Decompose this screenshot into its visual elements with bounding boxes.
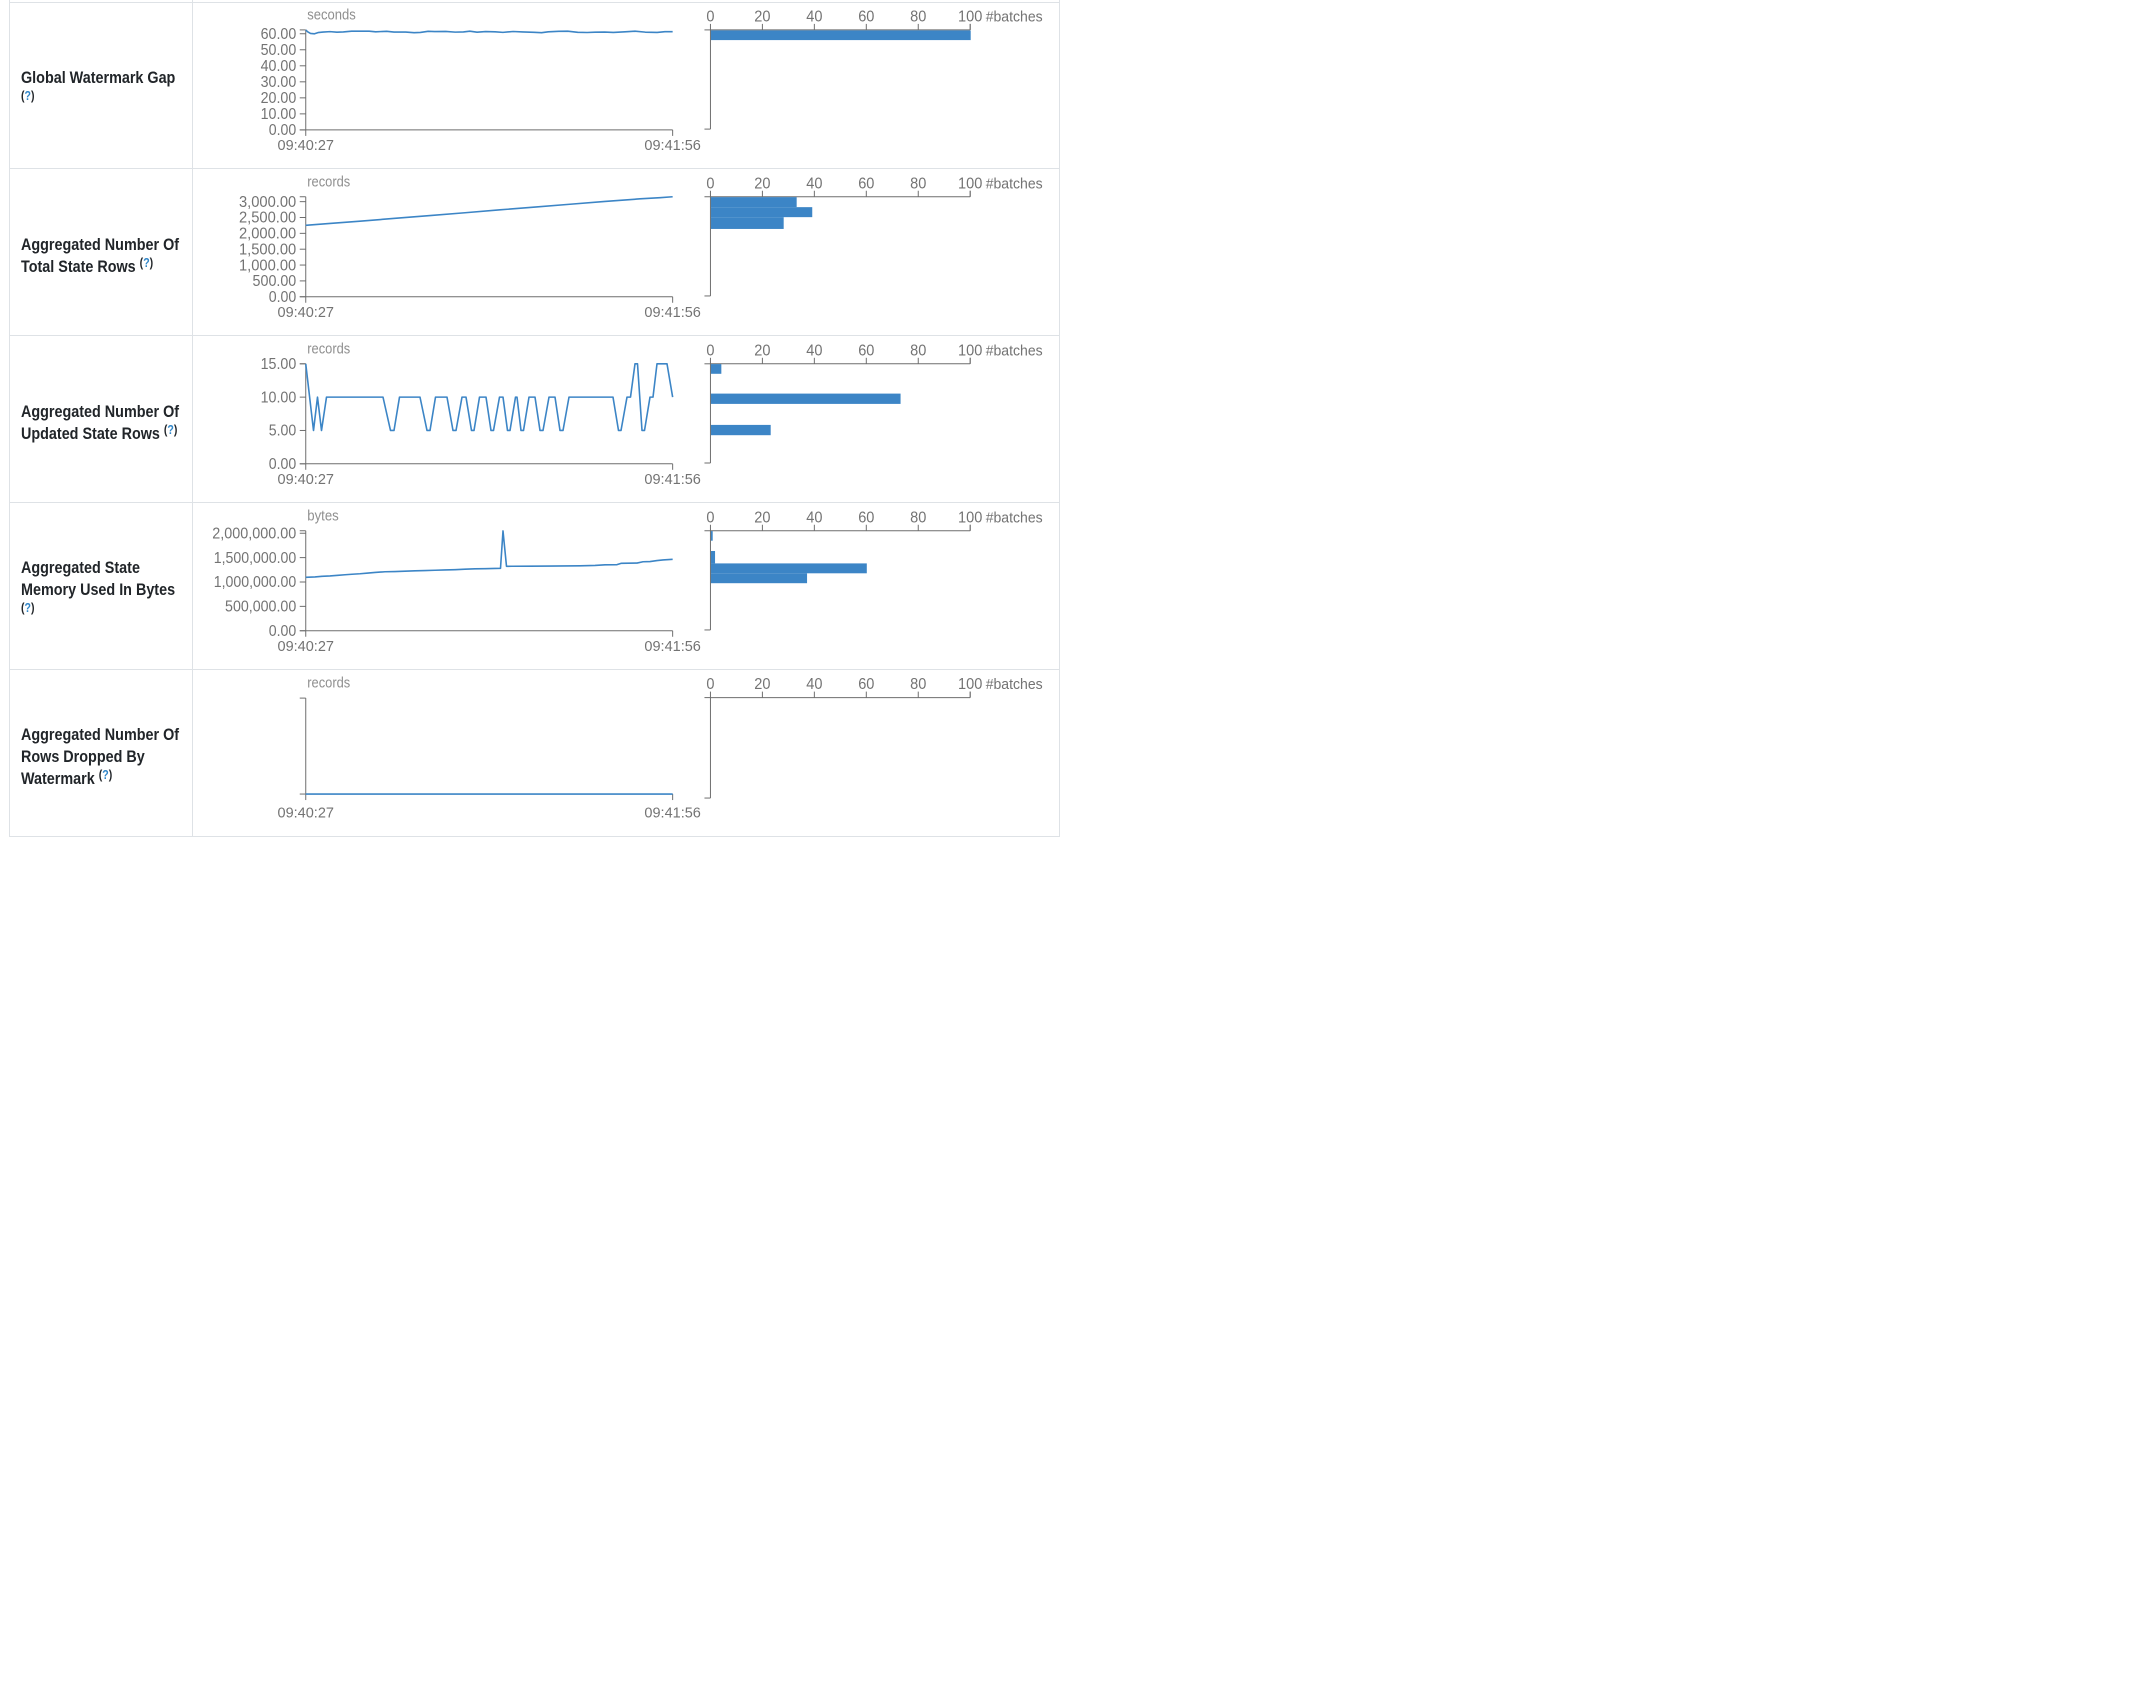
svg-text:#batches: #batches [986,342,1043,359]
svg-text:0.00: 0.00 [269,623,297,640]
svg-text:20: 20 [754,676,770,693]
svg-text:#batches: #batches [986,9,1043,26]
svg-text:0: 0 [706,342,714,359]
svg-text:09:41:56: 09:41:56 [644,472,700,488]
svg-text:40: 40 [806,342,822,359]
svg-text:100: 100 [958,342,982,359]
svg-text:40: 40 [806,676,822,693]
svg-text:3,000.00: 3,000.00 [239,194,296,211]
svg-text:500,000.00: 500,000.00 [225,599,296,616]
svg-text:bytes: bytes [307,508,339,525]
svg-text:0.00: 0.00 [269,289,297,306]
svg-text:1,500.00: 1,500.00 [239,241,296,258]
svg-text:0.00: 0.00 [269,122,297,139]
svg-text:40: 40 [806,9,822,26]
svg-text:20: 20 [754,9,770,26]
svg-text:09:40:27: 09:40:27 [278,138,334,154]
svg-text:15.00: 15.00 [261,356,297,373]
svg-text:100: 100 [958,509,982,526]
svg-text:5.00: 5.00 [269,423,297,440]
svg-text:80: 80 [910,9,926,26]
svg-text:records: records [307,174,350,191]
svg-text:80: 80 [910,342,926,359]
svg-text:60.00: 60.00 [261,26,297,43]
svg-text:10.00: 10.00 [261,389,297,406]
svg-text:100: 100 [958,9,982,26]
svg-text:09:41:56: 09:41:56 [644,806,700,822]
svg-text:2,000,000.00: 2,000,000.00 [212,525,296,542]
svg-text:09:41:56: 09:41:56 [644,639,700,655]
svg-text:0: 0 [706,676,714,693]
svg-text:#batches: #batches [986,175,1043,192]
svg-text:60: 60 [858,676,874,693]
svg-text:1,000,000.00: 1,000,000.00 [214,574,297,591]
svg-text:records: records [307,674,350,691]
svg-text:0: 0 [706,175,714,192]
svg-text:records: records [307,341,350,358]
svg-text:0: 0 [706,9,714,26]
svg-text:40: 40 [806,175,822,192]
svg-text:20: 20 [754,509,770,526]
svg-text:09:40:27: 09:40:27 [278,639,334,655]
svg-text:500.00: 500.00 [253,273,297,290]
svg-text:100: 100 [958,676,982,693]
svg-text:80: 80 [910,676,926,693]
svg-text:2,000.00: 2,000.00 [239,226,296,243]
svg-text:#batches: #batches [986,676,1043,693]
svg-text:30.00: 30.00 [261,74,297,91]
svg-text:09:40:27: 09:40:27 [278,472,334,488]
svg-text:100: 100 [958,175,982,192]
svg-text:40.00: 40.00 [261,58,297,75]
svg-text:09:40:27: 09:40:27 [278,305,334,321]
svg-text:20: 20 [754,175,770,192]
svg-text:60: 60 [858,509,874,526]
svg-text:0.00: 0.00 [269,456,297,473]
svg-text:50.00: 50.00 [261,42,297,59]
svg-text:09:40:27: 09:40:27 [278,806,334,822]
svg-text:60: 60 [858,9,874,26]
svg-text:#batches: #batches [986,509,1043,526]
svg-text:0: 0 [706,509,714,526]
svg-text:1,000.00: 1,000.00 [239,257,296,274]
svg-text:80: 80 [910,175,926,192]
svg-text:seconds: seconds [307,7,356,24]
svg-text:20.00: 20.00 [261,90,297,107]
svg-text:2,500.00: 2,500.00 [239,210,296,227]
svg-text:20: 20 [754,342,770,359]
svg-text:60: 60 [858,175,874,192]
svg-text:09:41:56: 09:41:56 [644,138,700,154]
svg-text:09:41:56: 09:41:56 [644,305,700,321]
svg-text:40: 40 [806,509,822,526]
svg-text:80: 80 [910,509,926,526]
svg-text:10.00: 10.00 [261,106,297,123]
svg-text:1,500,000.00: 1,500,000.00 [214,550,297,567]
svg-text:60: 60 [858,342,874,359]
